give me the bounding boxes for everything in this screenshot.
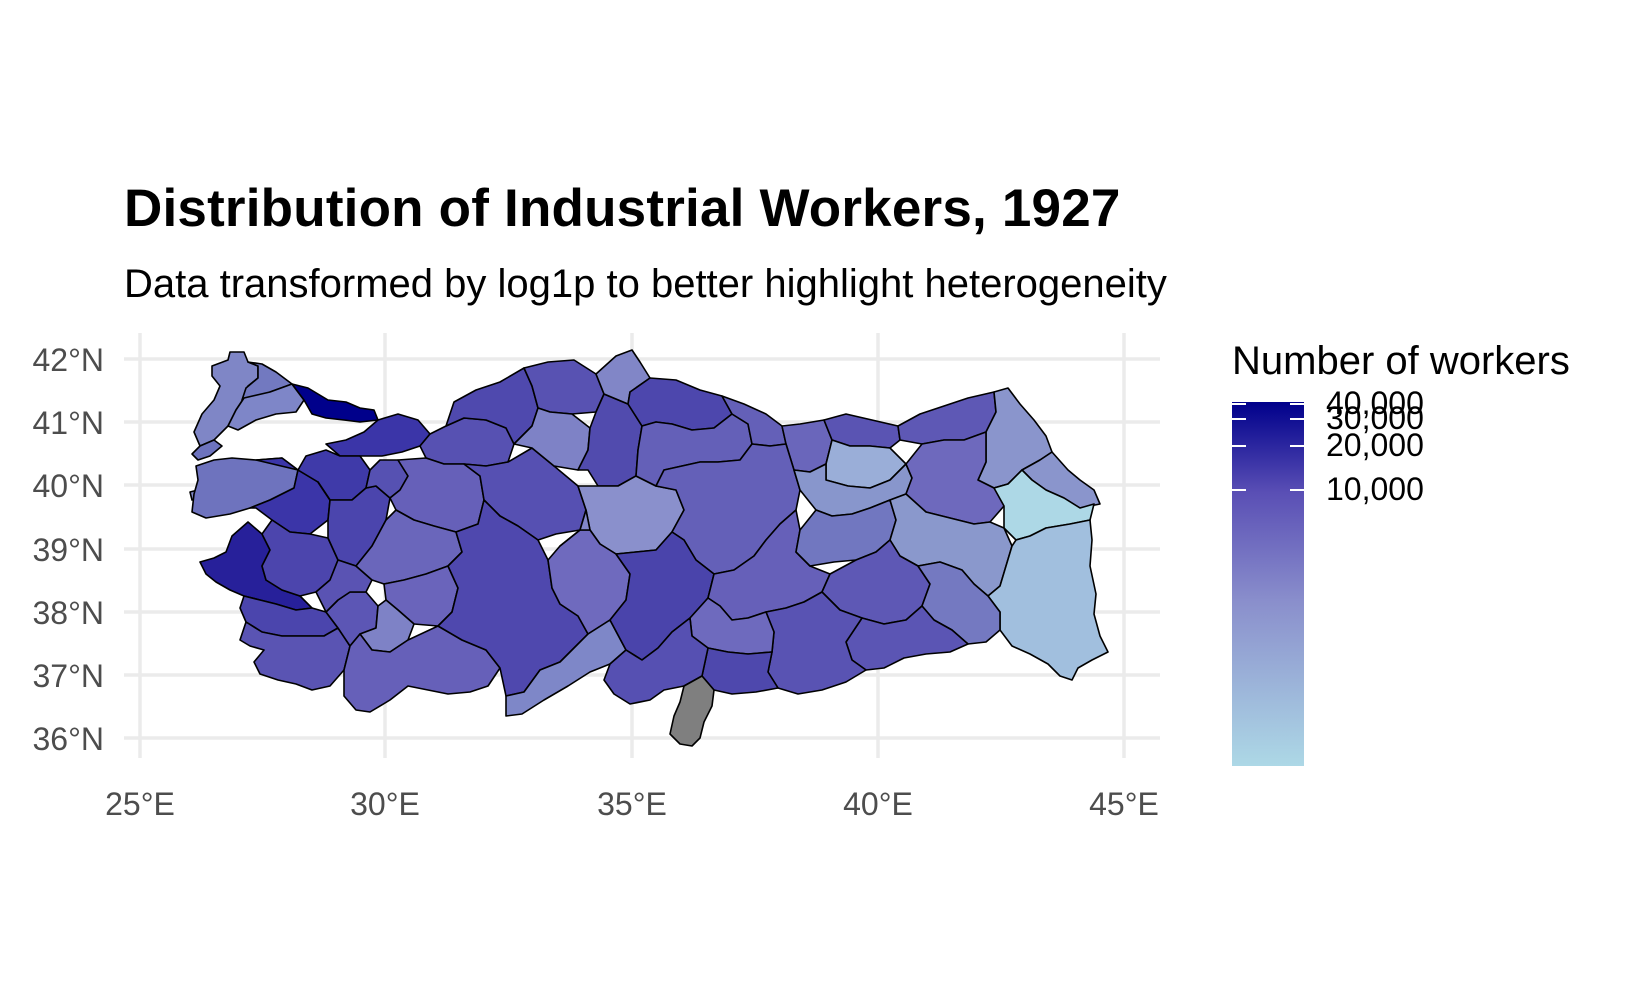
map-title: Distribution of Industrial Workers, 1927 [124, 179, 1121, 238]
y-tick-label: 39°N [33, 532, 105, 568]
legend-label: 40,000 [1326, 385, 1424, 421]
legend-title: Number of workers [1232, 339, 1570, 383]
province-mugla [239, 621, 351, 691]
province-amasya [627, 377, 733, 431]
y-tick-label: 37°N [33, 658, 105, 694]
y-tick-label: 38°N [33, 595, 105, 631]
legend-label: 30,000 [1326, 400, 1424, 436]
y-tick-label: 42°N [33, 342, 105, 378]
x-axis: 25°E 30°E 35°E 40°E 45°E [105, 786, 1159, 822]
y-axis: 42°N 41°N 40°N 39°N 38°N 37°N 36°N [33, 342, 105, 757]
province-gallipoli [191, 439, 223, 461]
y-tick-label: 36°N [33, 721, 105, 757]
legend: Number of workers 40,000 30,000 20,000 1… [1232, 339, 1570, 766]
legend-label: 10,000 [1326, 471, 1424, 507]
legend-label: 20,000 [1326, 427, 1424, 463]
province-adana [603, 617, 709, 705]
x-tick-label: 30°E [350, 786, 420, 822]
province-aksaray [559, 509, 591, 547]
y-tick-label: 40°N [33, 468, 105, 504]
x-tick-label: 45°E [1089, 786, 1159, 822]
x-tick-label: 25°E [105, 786, 175, 822]
province-tekirdag [227, 383, 305, 431]
x-tick-label: 35°E [597, 786, 667, 822]
province-antalya [343, 625, 501, 713]
map-subtitle: Data transformed by log1p to better high… [124, 262, 1167, 306]
legend-ticks [1232, 403, 1304, 491]
y-tick-label: 41°N [33, 405, 105, 441]
province-hatay [669, 675, 715, 747]
legend-colorbar [1232, 402, 1304, 766]
province-istanbul-europe [291, 383, 379, 423]
x-tick-label: 40°E [843, 786, 913, 822]
province-layer [189, 349, 1109, 747]
province-beyazit-agri [993, 469, 1095, 541]
province-usak [315, 559, 373, 613]
province-antep [701, 647, 779, 695]
